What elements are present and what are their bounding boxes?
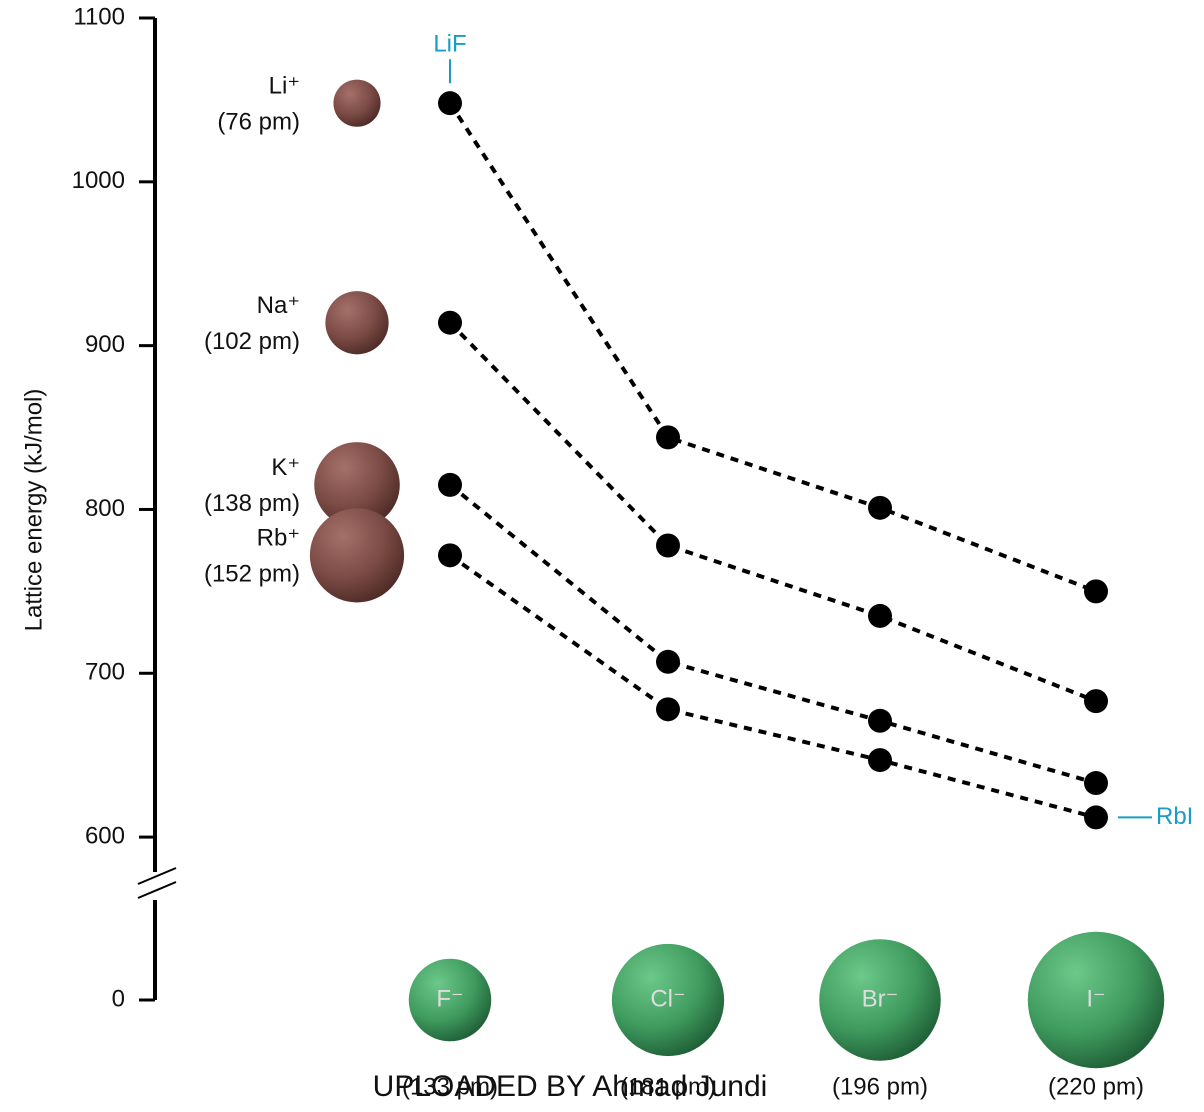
data-point (1084, 579, 1108, 604)
series-line (448, 553, 1097, 820)
data-point (868, 495, 892, 520)
data-point (1084, 689, 1108, 714)
series-line (448, 102, 1097, 594)
anion-radius-label: (181 pm) (620, 1073, 716, 1100)
data-point (438, 472, 462, 497)
x-tick-label: I⁻ (1086, 985, 1105, 1012)
data-point (868, 603, 892, 628)
cation-radius-label: (138 pm) (204, 490, 300, 517)
data-point (868, 708, 892, 733)
x-tick-label: Br⁻ (862, 985, 899, 1012)
x-tick-label: Cl⁻ (650, 985, 685, 1012)
cation-label: Li⁺ (269, 73, 300, 100)
data-point (656, 697, 680, 722)
anion-radius-label: (196 pm) (832, 1073, 928, 1100)
cation-radius-label: (102 pm) (204, 328, 300, 355)
axis-break (137, 867, 177, 885)
y-tick-label: 800 (85, 495, 125, 522)
series-line (448, 483, 1097, 785)
y-tick-label: 1100 (73, 3, 125, 30)
anion-sphere (611, 943, 725, 1057)
cation-radius-label: (76 pm) (217, 109, 300, 136)
anion-radius-label: (220 pm) (1048, 1073, 1144, 1100)
data-point (656, 649, 680, 674)
cation-sphere (333, 79, 381, 127)
watermark: UPLOADED BY Ahmad Jundi (373, 1070, 768, 1103)
data-point (1084, 805, 1108, 830)
cation-sphere (325, 291, 389, 355)
y-axis-label: Lattice energy (kJ/mol) (20, 389, 47, 632)
data-point (868, 748, 892, 773)
series-line (448, 321, 1097, 703)
axis-break (137, 881, 177, 899)
x-tick-label: F⁻ (436, 985, 463, 1012)
cation-label: K⁺ (271, 454, 300, 481)
cation-sphere (309, 508, 405, 603)
y-tick-label: 900 (85, 331, 125, 358)
y-tick-label: 700 (85, 659, 125, 686)
cation-label: Na⁺ (257, 292, 300, 319)
y-tick-label: 0 (112, 985, 125, 1012)
data-point (438, 310, 462, 335)
cation-sphere (314, 442, 400, 528)
cation-label: Rb⁺ (257, 525, 300, 552)
y-tick-label: 600 (85, 822, 125, 849)
anion-radius-label: (133 pm) (402, 1073, 498, 1100)
data-point (656, 533, 680, 558)
anion-sphere (1027, 931, 1165, 1069)
data-point (438, 543, 462, 568)
annotation: LiF (433, 31, 466, 58)
anion-sphere (819, 939, 941, 1061)
y-tick-label: 1000 (72, 167, 125, 194)
anion-sphere (408, 958, 492, 1042)
annotation: RbI (1156, 803, 1193, 830)
data-point (438, 91, 462, 116)
data-point (656, 425, 680, 450)
cation-radius-label: (152 pm) (204, 561, 300, 588)
data-point (1084, 771, 1108, 796)
